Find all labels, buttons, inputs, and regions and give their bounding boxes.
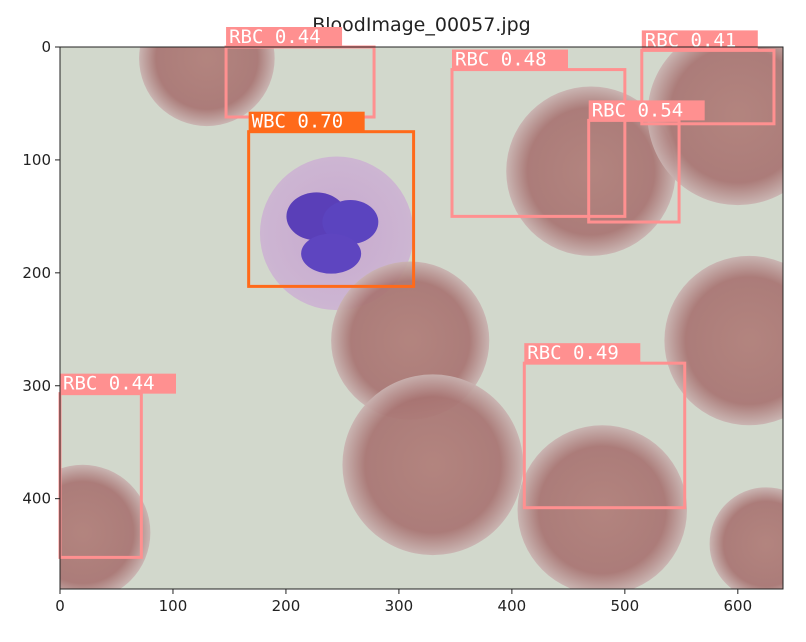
rbc-cell — [518, 425, 687, 594]
detection-label: RBC 0.54 — [592, 99, 684, 121]
detection-label: RBC 0.49 — [527, 342, 619, 364]
x-tick-label: 400 — [498, 597, 527, 615]
x-tick-label: 200 — [272, 597, 301, 615]
x-tick-label: 100 — [159, 597, 188, 615]
detection-label: RBC 0.41 — [645, 29, 737, 51]
detection-label: RBC 0.44 — [63, 373, 155, 395]
detection-label: RBC 0.48 — [455, 49, 547, 71]
y-tick-label: 300 — [22, 377, 51, 395]
y-tick-label: 400 — [22, 490, 51, 508]
y-tick-label: 200 — [22, 264, 51, 282]
y-tick-label: 100 — [22, 151, 51, 169]
rbc-cell — [15, 465, 151, 601]
x-tick-label: 600 — [723, 597, 752, 615]
rbc-cell — [342, 374, 523, 555]
detection-label: WBC 0.70 — [252, 111, 344, 133]
micrograph-image — [15, 0, 806, 600]
y-tick-label: 0 — [41, 38, 51, 56]
x-tick-label: 500 — [611, 597, 640, 615]
detection-label: RBC 0.44 — [229, 26, 321, 48]
x-tick-label: 0 — [55, 597, 65, 615]
x-tick-label: 300 — [385, 597, 414, 615]
